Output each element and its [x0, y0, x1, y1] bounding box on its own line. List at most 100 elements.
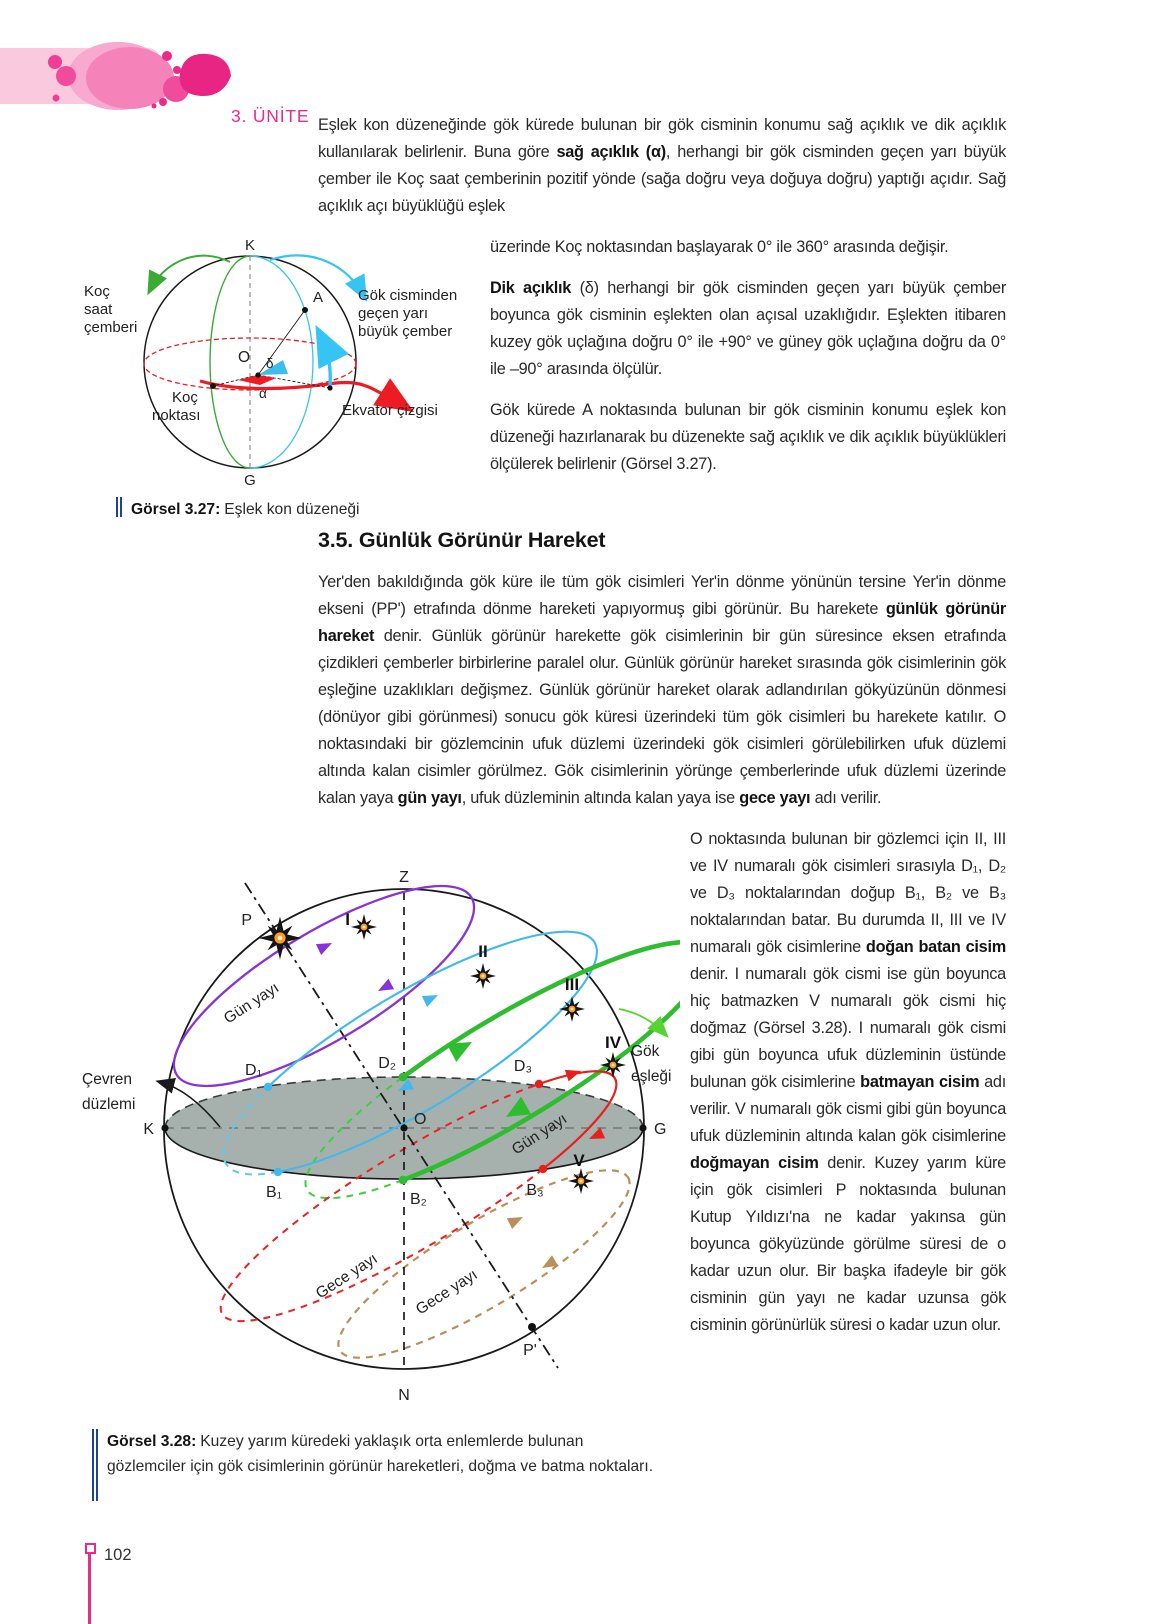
equator-direction-arrow	[199, 378, 415, 413]
page-number: 102	[104, 1546, 132, 1564]
paragraph-intro-1a: Eşlek kon düzeneğinde gök kürede bulunan…	[318, 116, 1006, 215]
label-gece-yayi-1: Gece yayı	[313, 1250, 381, 1302]
direction-arrow-red-2	[589, 1127, 606, 1139]
label-g: G	[654, 1121, 666, 1138]
line-o-to-a	[257, 309, 306, 376]
circle-1-full	[172, 884, 476, 1088]
star-icon-1	[348, 911, 380, 943]
direction-arrow-green-2	[506, 1096, 532, 1117]
label-gok-eslegi-1: Gök	[631, 1043, 660, 1060]
label-b3: B₃	[526, 1182, 543, 1199]
circle-5-night-ellipse	[337, 1169, 631, 1359]
point-o-dot	[400, 1124, 408, 1132]
horizon-back-edge	[164, 1076, 644, 1129]
page-content: Eşlek kon düzeneğinde gök kürede bulunan…	[82, 112, 1007, 1507]
celestial-pole-axis	[244, 882, 559, 1369]
caption-bar-icon	[92, 1429, 98, 1501]
horizon-label-arrow	[155, 1077, 221, 1128]
figure-327-caption: Görsel 3.27: Eşlek kon düzeneği	[116, 497, 487, 522]
point-a-dot	[302, 307, 308, 313]
star-icon-3	[556, 993, 588, 1025]
direction-arrow-purple-2	[378, 978, 395, 991]
label-koc-saat-3: çemberi	[84, 319, 137, 336]
caption-bar-icon	[116, 497, 122, 517]
direction-arrow-cyan-2	[398, 1078, 415, 1091]
point-b1-dot	[273, 1167, 283, 1177]
point-g-dot	[639, 1124, 647, 1132]
figure-328-caption-text: Kuzey yarım küredeki yaklaşık orta enlem…	[107, 1433, 654, 1475]
equator-label-arrow	[618, 1008, 669, 1038]
alpha-angle-wedge	[238, 375, 276, 385]
label-a: A	[313, 289, 323, 306]
label-ekvator: Ekvator çizgisi	[342, 402, 438, 419]
label-koc-saat-2: saat	[84, 301, 113, 318]
figure-328-diagram: Z N K G O P P' D₁ B₁ D₂ B₂ D₃ B₃ I II II…	[82, 869, 711, 1404]
direction-arrow-red-1	[564, 1069, 581, 1082]
label-star-3: III	[565, 975, 579, 994]
label-gok-cismi-3: büyük çember	[358, 323, 452, 340]
point-b2-dot	[398, 1175, 408, 1185]
label-b1: B₁	[266, 1184, 282, 1201]
paragraph-section-b: O noktasında bulunan bir gözlemci için I…	[690, 830, 1006, 1334]
object-hour-circle-arc	[249, 255, 314, 469]
label-gok-eslegi-2: eşleği	[631, 1068, 672, 1085]
label-p-prime: P'	[523, 1342, 537, 1359]
figure-327: K G O A δ α Koç saat çemberi Gök cismind…	[80, 237, 487, 522]
direction-arrow-tan-1	[506, 1217, 523, 1229]
label-koc-noktasi-1: Koç	[172, 389, 198, 406]
label-koc-noktasi-2: noktası	[152, 407, 200, 424]
label-g: G	[244, 472, 256, 489]
paragraph-intro-3: Gök kürede A noktasında bulunan bir gök …	[490, 401, 1006, 473]
label-star-4: IV	[605, 1033, 622, 1052]
paragraph-intro-2: Dik açıklık (δ) herhangi bir gök cismind…	[490, 279, 1006, 378]
page-marker-line-icon	[88, 1552, 91, 1624]
label-o: O	[238, 349, 250, 366]
circle-3-night-arc	[304, 1076, 404, 1200]
direction-arrow-cyan-1	[421, 995, 438, 1007]
paragraph-section-a: Yer'den bakıldığında gök küre ile tüm gö…	[318, 573, 1007, 807]
label-star-2: II	[478, 942, 487, 961]
equator-ellipse	[143, 337, 357, 391]
figure-328-caption: Görsel 3.28: Kuzey yarım küredeki yaklaşı…	[92, 1429, 664, 1501]
label-n: N	[398, 1387, 410, 1404]
page-marker-square-icon	[85, 1543, 96, 1554]
pole-star-icon	[255, 913, 305, 963]
paragraph-intro-1b: üzerinde Koç noktasından başlayarak 0° i…	[490, 238, 949, 256]
label-gok-cismi-1: Gök cisminden	[358, 287, 457, 304]
point-p-prime-dot	[528, 1323, 536, 1331]
point-d2-dot	[398, 1072, 408, 1082]
figure-328-caption-label: Görsel 3.28:	[107, 1433, 197, 1450]
label-d3: D₃	[514, 1058, 532, 1075]
label-star-1: I	[345, 910, 350, 929]
star-icon-5	[565, 1165, 597, 1197]
point-d1-dot	[263, 1082, 273, 1092]
label-d1: D₁	[245, 1062, 262, 1079]
label-koc-saat-1: Koç	[84, 283, 110, 300]
label-o: O	[414, 1111, 426, 1128]
star-icon-2	[467, 960, 499, 992]
foot-point-dot	[327, 385, 333, 391]
declination-arc-arrow	[315, 324, 349, 387]
aries-hour-circle-arc	[209, 255, 251, 469]
unit-header-banner: 3. ÜNİTE	[0, 42, 340, 126]
point-b3-dot	[538, 1164, 548, 1174]
label-gece-yayi-2: Gece yayı	[413, 1266, 481, 1318]
label-cevren-2: düzlemi	[82, 1096, 135, 1113]
section-heading: 3.5. Günlük Görünür Hareket	[318, 528, 606, 552]
aries-point-dot	[210, 383, 216, 389]
green-label-arrow	[147, 254, 231, 296]
figure-327-caption-label: Görsel 3.27:	[131, 501, 221, 518]
delta-angle-wedge	[258, 360, 288, 375]
circle-4-night-arc	[219, 1083, 544, 1323]
label-d2: D₂	[378, 1055, 396, 1072]
label-z: Z	[399, 869, 409, 886]
unit-title: 3. ÜNİTE	[231, 106, 310, 126]
point-o-dot	[255, 372, 261, 378]
label-alpha: α	[259, 386, 267, 401]
direction-arrow-tan-2	[542, 1255, 558, 1268]
label-b2: B₂	[410, 1191, 427, 1208]
label-cevren-1: Çevren	[82, 1071, 132, 1088]
figure-327-caption-text: Eşlek kon düzeneği	[224, 501, 360, 518]
label-delta: δ	[266, 356, 274, 371]
label-k: K	[245, 238, 255, 254]
